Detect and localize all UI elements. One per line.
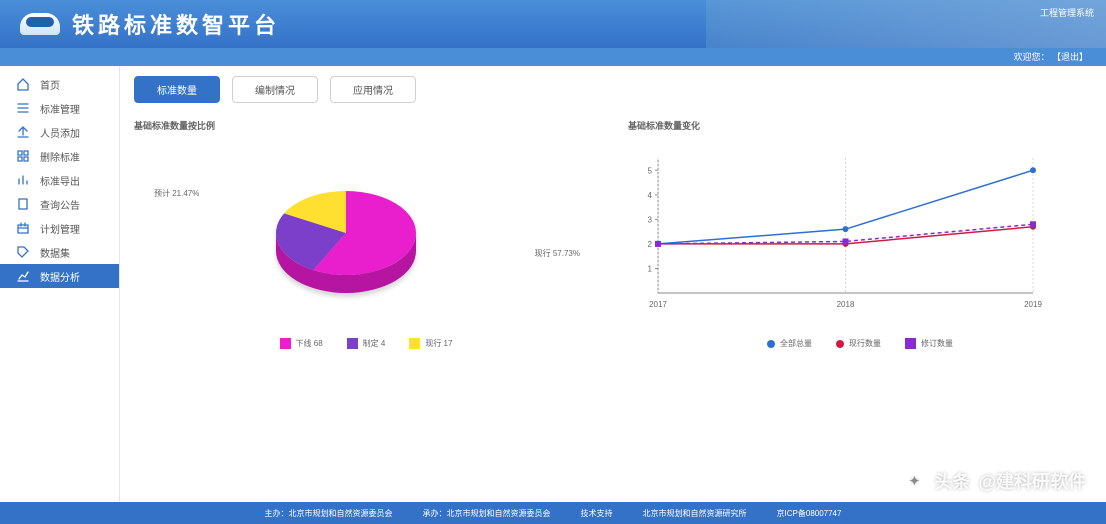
tab-1[interactable]: 编制情况 [232, 76, 318, 103]
svg-text:2: 2 [648, 240, 653, 249]
sidebar-item-chart[interactable]: 数据分析 [0, 264, 119, 288]
app-title: 铁路标准数智平台 [72, 8, 280, 40]
list-icon [16, 101, 30, 115]
sidebar-item-label: 删除标准 [40, 149, 80, 164]
tab-0[interactable]: 标准数量 [134, 76, 220, 103]
tag-icon [16, 245, 30, 259]
line-legend-item-2: 修订数量 [905, 338, 953, 349]
sub-header-bar: 欢迎您： 【退出】 [0, 48, 1106, 66]
pie-legend-item-0: 下线 68 [280, 338, 323, 349]
main-content: 标准数量编制情况应用情况 基础标准数量按比例 预计 21.47% 现行 57.73… [120, 66, 1106, 502]
line-legend-item-0: 全部总量 [767, 338, 812, 349]
legend-text: 下线 68 [296, 338, 323, 349]
legend-text: 现行数量 [849, 338, 881, 349]
sidebar-item-label: 数据集 [40, 245, 70, 260]
legend-swatch [409, 338, 420, 349]
line-chart-panel: 基础标准数量变化 1 2 3 4 5 2017 2018 2019 全部总量 现行数量 修订数量 [628, 119, 1092, 349]
legend-text: 全部总量 [780, 338, 812, 349]
sidebar-item-label: 查询公告 [40, 197, 80, 212]
legend-text: 现行 17 [425, 338, 452, 349]
line-legend-item-1: 现行数量 [836, 338, 881, 349]
pie-callout-left: 预计 21.47% [154, 188, 199, 199]
app-header: 铁路标准数智平台 工程管理系统 [0, 0, 1106, 48]
grid-icon [16, 149, 30, 163]
svg-text:2018: 2018 [837, 300, 855, 309]
home-icon [16, 77, 30, 91]
sidebar: 首页标准管理人员添加删除标准标准导出查询公告计划管理数据集数据分析 [0, 66, 120, 502]
line-chart: 1 2 3 4 5 2017 2018 2019 [628, 148, 1092, 328]
sidebar-item-label: 标准导出 [40, 173, 80, 188]
upload-icon [16, 125, 30, 139]
sidebar-item-list[interactable]: 标准管理 [0, 96, 119, 120]
footer-item-0: 主办：北京市规划和自然资源委员会 [265, 508, 393, 519]
pie-chart-panel: 基础标准数量按比例 预计 21.47% 现行 57.73% 下线 68 制定 4 现行… [134, 119, 598, 349]
pie-legend-item-2: 现行 17 [409, 338, 452, 349]
sidebar-item-label: 计划管理 [40, 221, 80, 236]
chart-icon [16, 269, 30, 283]
footer-item-2: 技术支持 [581, 508, 613, 519]
legend-swatch [905, 338, 916, 349]
svg-text:5: 5 [648, 166, 653, 175]
pie-legend: 下线 68 制定 4 现行 17 [134, 338, 598, 349]
footer-item-3: 北京市规划和自然资源研究所 [643, 508, 747, 519]
logout-link[interactable]: 【退出】 [1052, 52, 1088, 62]
calendar-icon [16, 221, 30, 235]
watermark: ✦ 头条 @建科研软件 [902, 468, 1086, 494]
sidebar-item-grid[interactable]: 删除标准 [0, 144, 119, 168]
sidebar-item-label: 数据分析 [40, 269, 80, 284]
sidebar-item-bars[interactable]: 标准导出 [0, 168, 119, 192]
pie-callout-right: 现行 57.73% [535, 248, 580, 259]
watermark-prefix: 头条 [934, 468, 970, 494]
sidebar-item-tag[interactable]: 数据集 [0, 240, 119, 264]
sidebar-item-label: 首页 [40, 77, 60, 92]
watermark-icon: ✦ [902, 469, 926, 493]
welcome-text: 欢迎您： [1013, 52, 1049, 62]
svg-text:4: 4 [648, 191, 653, 200]
book-icon [16, 197, 30, 211]
line-legend: 全部总量 现行数量 修订数量 [628, 338, 1092, 349]
tab-2[interactable]: 应用情况 [330, 76, 416, 103]
legend-swatch [767, 340, 775, 348]
sidebar-item-label: 人员添加 [40, 125, 80, 140]
watermark-text: @建科研软件 [978, 468, 1086, 494]
line-chart-title: 基础标准数量变化 [628, 119, 1092, 132]
page-footer: 主办：北京市规划和自然资源委员会 承办：北京市规划和自然资源委员会 技术支持 北京市规… [0, 502, 1106, 524]
train-logo-icon [20, 13, 60, 35]
footer-item-4: 京ICP备08007747 [777, 508, 842, 519]
svg-text:1: 1 [648, 264, 653, 273]
sidebar-item-home[interactable]: 首页 [0, 72, 119, 96]
svg-text:2019: 2019 [1024, 300, 1042, 309]
header-topright[interactable]: 工程管理系统 [1040, 6, 1094, 19]
legend-text: 修订数量 [921, 338, 953, 349]
footer-item-1: 承办：北京市规划和自然资源委员会 [423, 508, 551, 519]
pie-legend-item-1: 制定 4 [347, 338, 386, 349]
legend-swatch [347, 338, 358, 349]
legend-text: 制定 4 [363, 338, 386, 349]
svg-text:2017: 2017 [649, 300, 667, 309]
pie-chart-title: 基础标准数量按比例 [134, 119, 598, 132]
sidebar-item-upload[interactable]: 人员添加 [0, 120, 119, 144]
legend-swatch [836, 340, 844, 348]
svg-text:3: 3 [648, 215, 653, 224]
sidebar-item-label: 标准管理 [40, 101, 80, 116]
legend-swatch [280, 338, 291, 349]
bars-icon [16, 173, 30, 187]
sidebar-item-book[interactable]: 查询公告 [0, 192, 119, 216]
sidebar-item-calendar[interactable]: 计划管理 [0, 216, 119, 240]
pie-chart: 预计 21.47% 现行 57.73% [134, 148, 598, 328]
tab-bar: 标准数量编制情况应用情况 [134, 76, 1092, 103]
